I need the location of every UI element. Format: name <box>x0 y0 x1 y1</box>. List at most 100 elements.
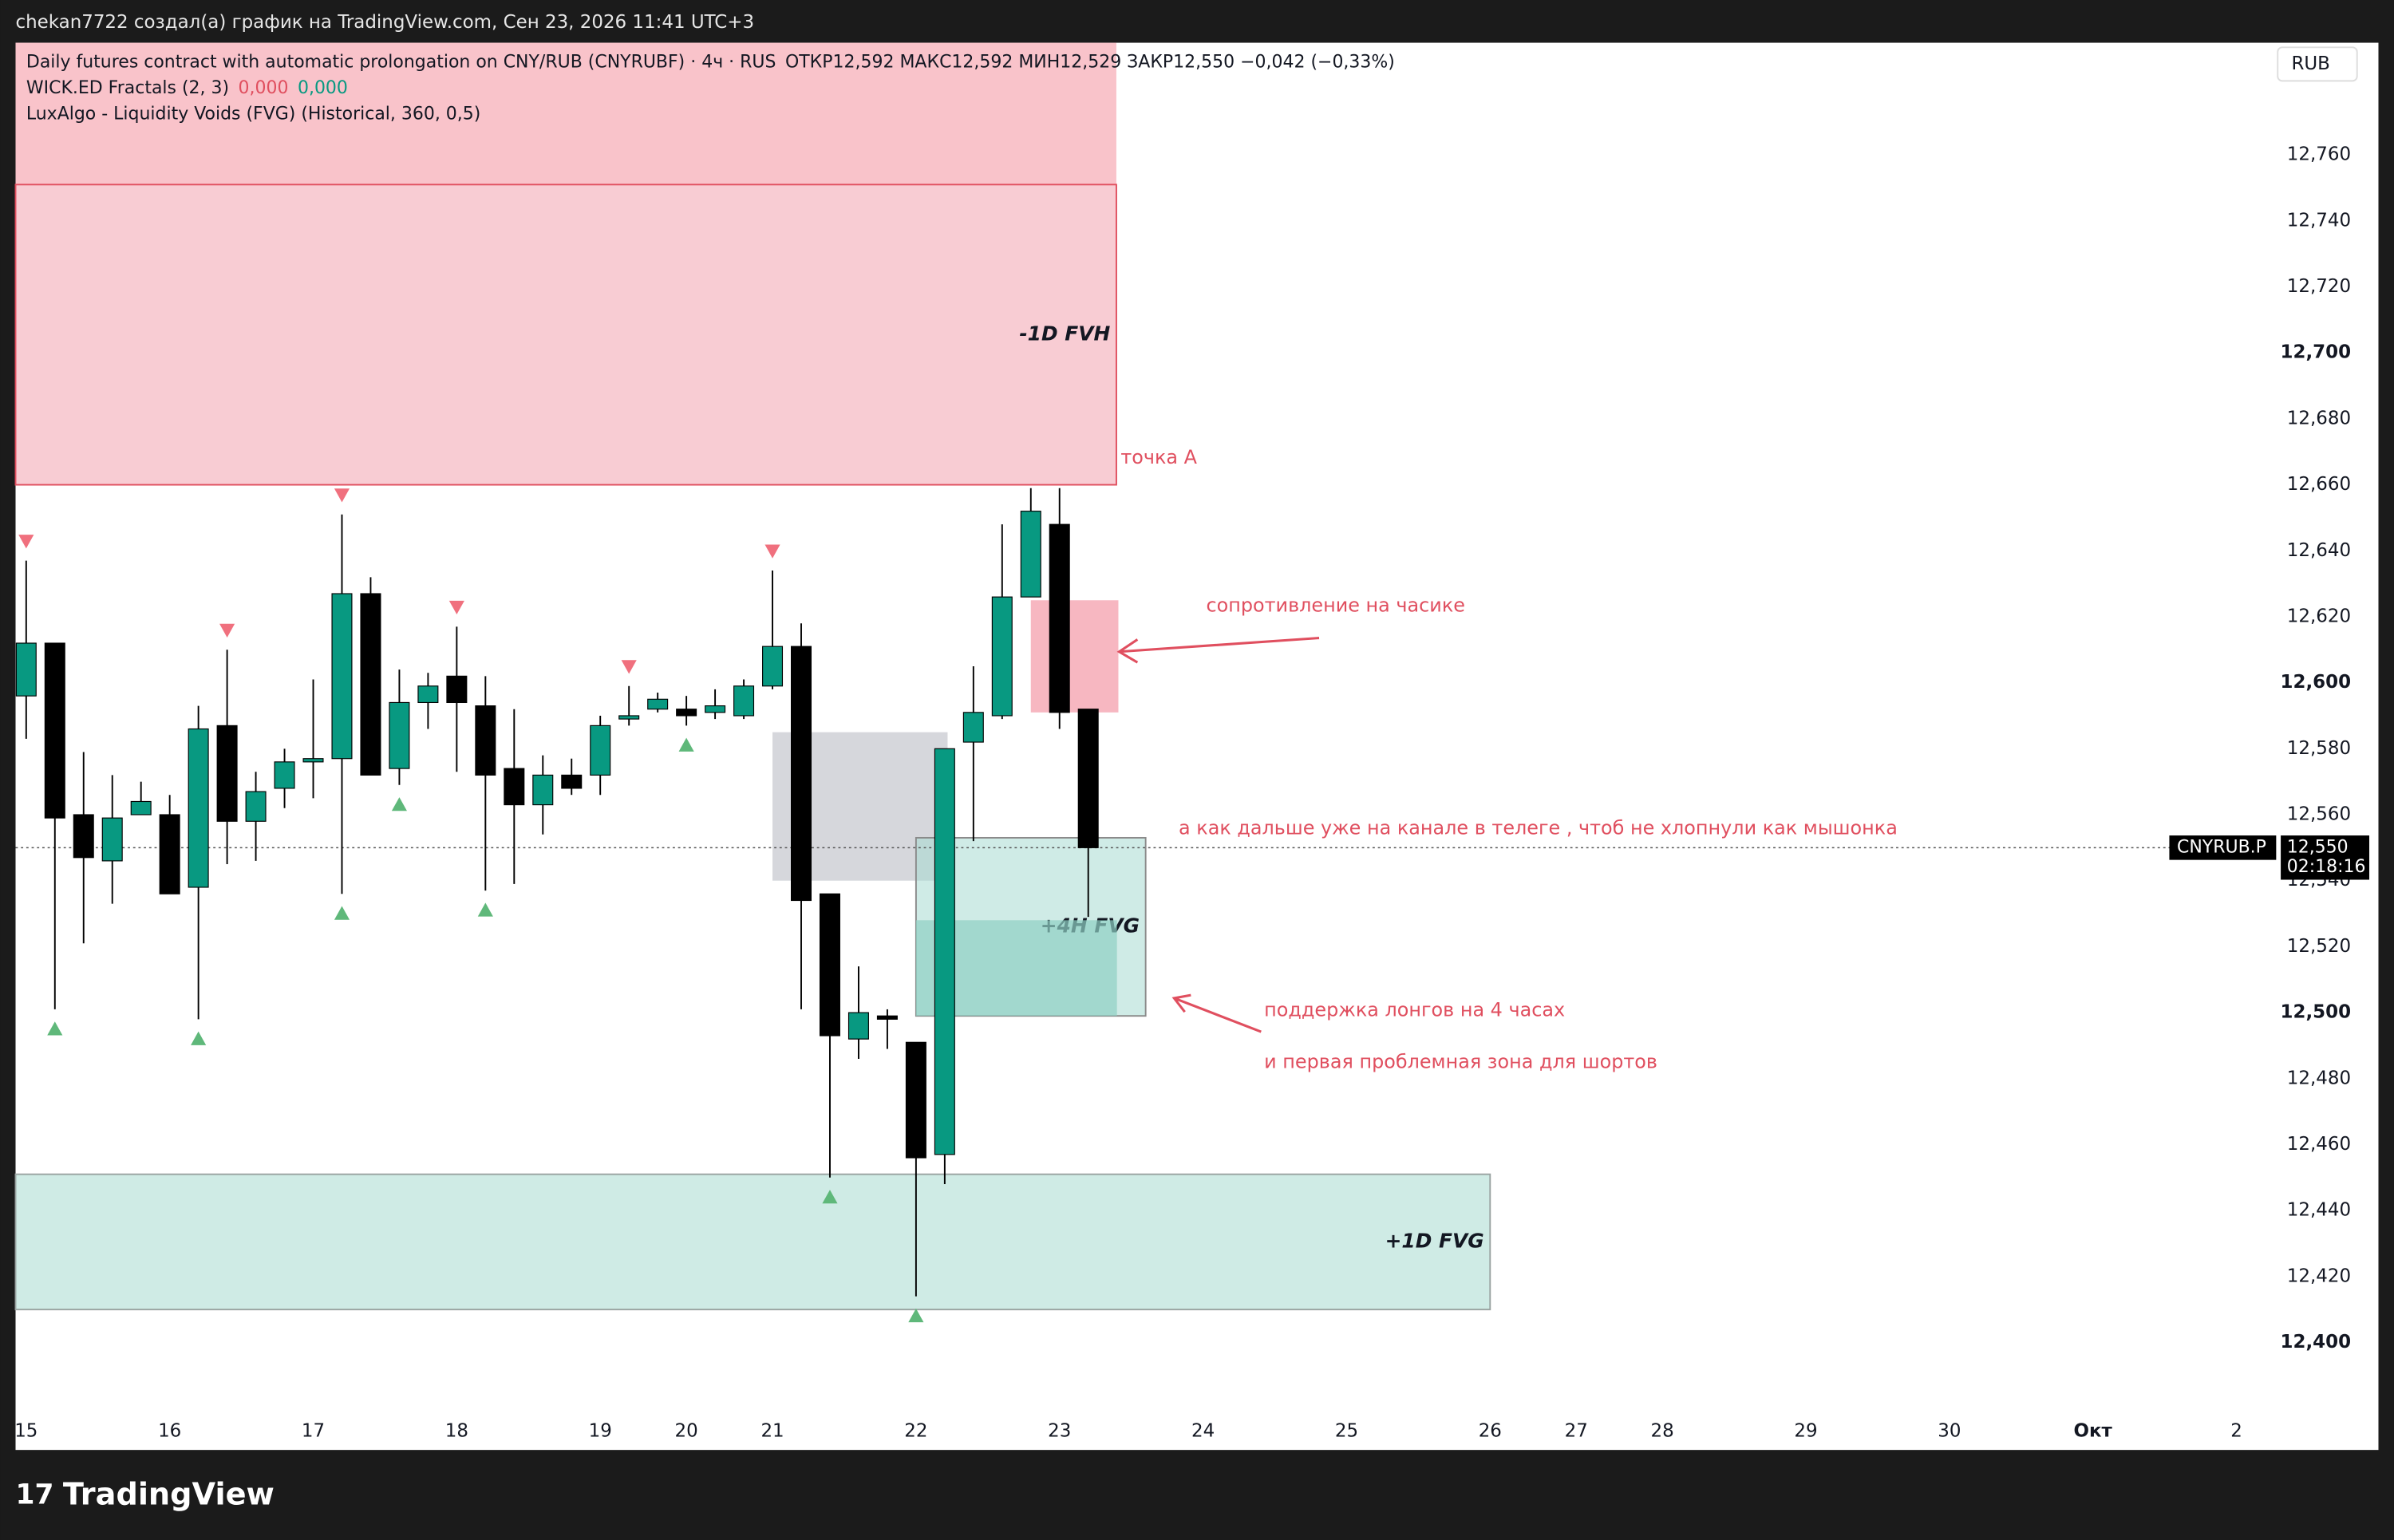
x-tick-label: 26 <box>1479 1421 1502 1442</box>
x-tick-label: 22 <box>904 1421 927 1442</box>
symbol-tag-box <box>2169 835 2277 860</box>
candle-body <box>446 675 468 704</box>
candle-body <box>389 701 410 769</box>
zone-label: -1D FVH <box>1019 322 1110 345</box>
candle-body <box>1020 511 1041 598</box>
fractal-high <box>219 623 235 638</box>
zone <box>14 1173 1491 1311</box>
x-tick-label: 24 <box>1191 1421 1215 1442</box>
annotation: сопротивление на часике <box>1206 594 1464 616</box>
x-tick-label: 28 <box>1651 1421 1674 1442</box>
y-tick-label: 12,720 <box>2287 276 2351 297</box>
fractal-low <box>191 1031 207 1045</box>
candle-body <box>618 715 640 720</box>
y-tick-label: 12,640 <box>2287 540 2351 561</box>
candle-body <box>847 1012 869 1040</box>
candle-body <box>905 1041 926 1159</box>
fractal-low <box>477 902 493 917</box>
candle-body <box>733 685 755 717</box>
candle-body <box>331 593 353 760</box>
y-tick-label: 12,480 <box>2287 1068 2351 1088</box>
fractal-low <box>334 906 350 920</box>
chart-title: Daily futures contract with automatic pr… <box>26 52 1395 72</box>
brand: 𝟭𝟳 TradingView <box>16 1476 275 1512</box>
zone-label: +1D FVG <box>1385 1229 1484 1252</box>
x-tick-label: Окт <box>2073 1421 2112 1442</box>
candle-body <box>475 705 496 776</box>
currency-box[interactable] <box>2277 46 2358 82</box>
candle-body <box>504 768 525 806</box>
candle-body <box>245 791 267 822</box>
candle-body <box>934 748 955 1155</box>
fractal-high <box>448 600 464 615</box>
candle-body <box>360 593 381 776</box>
y-tick-label: 12,740 <box>2287 210 2351 231</box>
candle-body <box>302 758 324 763</box>
fractal-low <box>822 1190 838 1204</box>
title: Daily futures contract with automatic pr… <box>26 52 776 72</box>
fractal-high <box>764 544 780 559</box>
candle-body <box>216 725 238 822</box>
candle-body <box>705 705 726 713</box>
y-tick-label: 12,420 <box>2287 1266 2351 1286</box>
credit: chekan7722 создал(а) график на TradingVi… <box>16 12 755 33</box>
y-tick-label: 12,400 <box>2281 1332 2352 1352</box>
price-tag-box <box>2281 835 2370 880</box>
zone <box>15 42 1116 211</box>
indicator: WICK.ED Fractals (2, 3) 0,000 0,000 <box>26 78 348 98</box>
candle-body <box>647 698 669 710</box>
annotation: а как дальше уже на канале в телеге , чт… <box>1179 817 1898 839</box>
marks: точка А сопротивление на часике а как даль… <box>14 144 2370 1442</box>
x-tick-label: 23 <box>1048 1421 1071 1442</box>
x-tick-label: 27 <box>1565 1421 1588 1442</box>
x-tick-label: 19 <box>589 1421 612 1442</box>
fractal-high <box>18 535 34 549</box>
arrow <box>1171 993 1262 1033</box>
candle-body <box>561 774 583 789</box>
candle-body <box>676 709 697 717</box>
candle-body <box>188 728 209 888</box>
x-tick-label: 25 <box>1335 1421 1358 1442</box>
candle-body <box>1077 709 1099 848</box>
fractal-low <box>391 797 407 811</box>
candle-body <box>991 596 1013 717</box>
y-tick-label: 12,440 <box>2287 1200 2351 1221</box>
logo: 𝟭𝟳 <box>16 1479 54 1510</box>
candle-body <box>791 646 812 902</box>
x-tick-label: 15 <box>14 1421 38 1442</box>
y-tick-label: 12,500 <box>2281 1002 2352 1023</box>
y-tick-label: 12,760 <box>2287 144 2351 165</box>
y-tick-label: 12,560 <box>2287 804 2351 825</box>
y-tick-label: 12,600 <box>2281 672 2352 693</box>
y-tick-label: 12,620 <box>2287 606 2351 626</box>
x-tick-label: 17 <box>302 1421 325 1442</box>
indicator: LuxAlgo - Liquidity Voids (FVG) (Histori… <box>26 104 480 124</box>
candle-body <box>876 1015 898 1020</box>
indicator-name: WICK.ED Fractals (2, 3) <box>26 78 229 98</box>
y-tick-label: 12,700 <box>2281 342 2352 363</box>
x-tick-label: 2 <box>2230 1421 2242 1442</box>
annotation: поддержка лонгов на 4 часах <box>1264 998 1565 1021</box>
candle-body <box>44 642 65 819</box>
indicator-value: 0,000 <box>298 78 348 98</box>
arrow <box>1116 637 1320 664</box>
candle-body <box>532 774 554 806</box>
x-tick-label: 18 <box>445 1421 468 1442</box>
brand-name: TradingView <box>63 1476 275 1512</box>
price-tag: 12,550 <box>2287 837 2349 857</box>
candle-body <box>274 761 295 789</box>
x-tick-label: 29 <box>1794 1421 1817 1442</box>
x-tick-label: 20 <box>675 1421 698 1442</box>
countdown: 02:18:16 <box>2287 857 2366 877</box>
fractal-low <box>908 1308 924 1323</box>
arrows <box>1116 637 1320 1033</box>
x-tick-label: 16 <box>158 1421 181 1442</box>
candle-body <box>15 642 37 697</box>
zones: -1D FVH+4H FVG+1D FVG <box>14 42 1491 1311</box>
y-tick-label: 12,520 <box>2287 936 2351 957</box>
currency[interactable]: RUB <box>2291 53 2329 74</box>
candle-body <box>962 712 984 743</box>
y-tick-label: 12,460 <box>2287 1134 2351 1155</box>
